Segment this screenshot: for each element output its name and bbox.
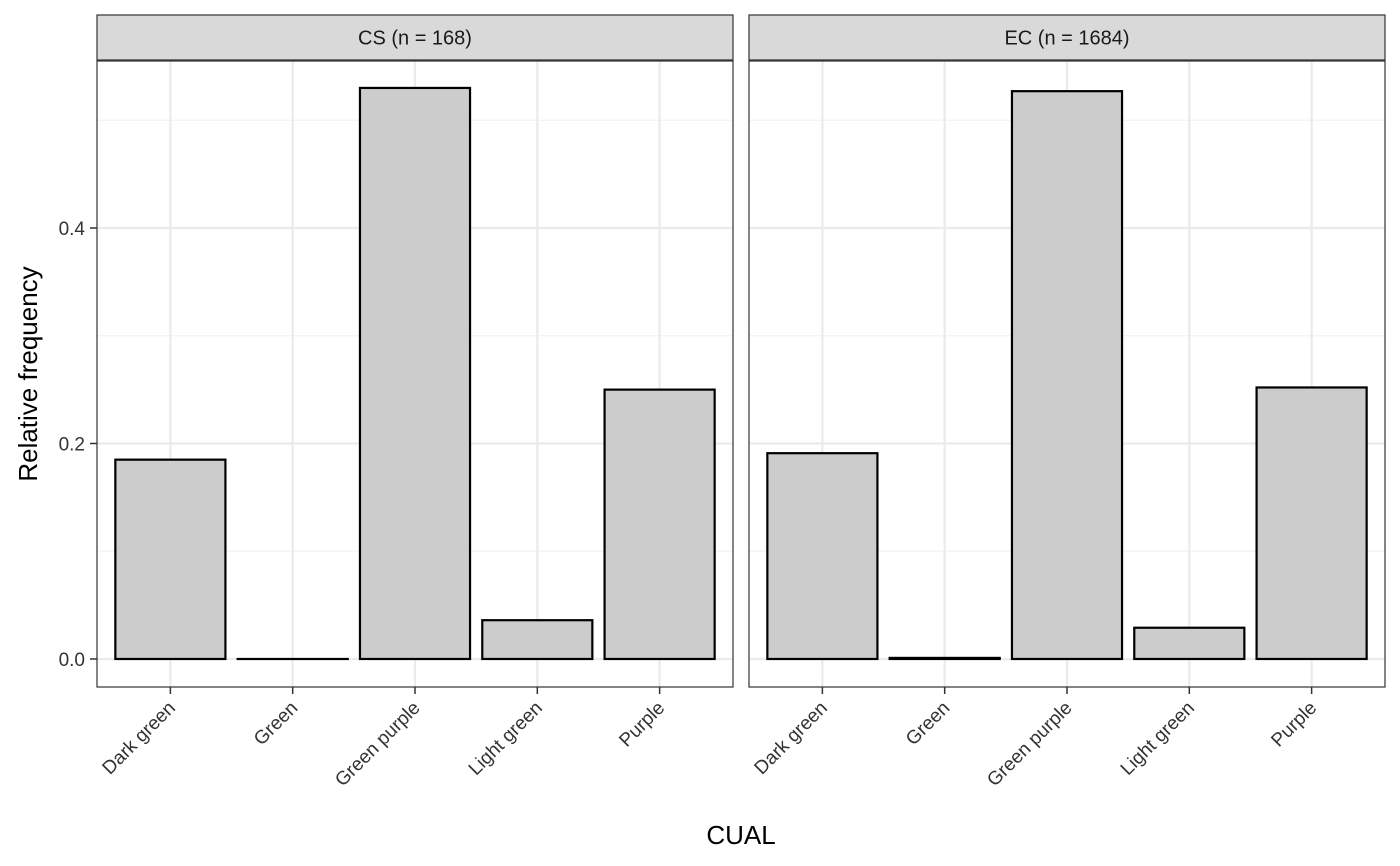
facet-strip-label: CS (n = 168) bbox=[358, 28, 472, 50]
x-axis-ticks: Dark green Green Green purple Light green Pu… bbox=[751, 687, 1321, 791]
x-axis-title: CUAL bbox=[706, 820, 775, 850]
panels: CS (n = 168) Dark green Green Green purple L… bbox=[96, 14, 1386, 791]
x-tick-label: Green purple bbox=[331, 698, 424, 791]
x-tick-label: Purple bbox=[1267, 698, 1321, 752]
x-tick-label: Dark green bbox=[751, 698, 832, 779]
bar-purple bbox=[1255, 386, 1368, 661]
x-tick-label: Light green bbox=[1117, 698, 1199, 780]
x-tick-label: Green purple bbox=[983, 698, 1076, 791]
x-tick-label: Green bbox=[250, 698, 302, 750]
bar-green bbox=[888, 656, 1001, 661]
x-axis-ticks: Dark green Green Green purple Light green Pu… bbox=[99, 687, 669, 791]
bar-purple bbox=[603, 388, 716, 661]
bar-dark-green bbox=[114, 458, 227, 661]
y-axis-title: Relative frequency bbox=[13, 266, 43, 481]
x-tick-label: Dark green bbox=[99, 698, 180, 779]
y-axis: 0.0 0.2 0.4 bbox=[59, 219, 97, 671]
facet-strip-label: EC (n = 1684) bbox=[1004, 28, 1129, 50]
bar-light-green bbox=[481, 619, 594, 661]
bars bbox=[766, 90, 1368, 661]
panel-1: CS (n = 168) Dark green Green Green purple L… bbox=[96, 14, 734, 791]
x-tick-label: Green bbox=[902, 698, 954, 750]
panel-2: EC (n = 1684) Dark green Green Green purple… bbox=[748, 14, 1386, 791]
y-tick-label: 0.4 bbox=[59, 219, 86, 240]
bar-green-purple bbox=[358, 86, 472, 661]
bars bbox=[114, 86, 716, 661]
facet-strip bbox=[748, 14, 1386, 61]
bar-dark-green bbox=[766, 452, 879, 661]
bar-light-green bbox=[1133, 626, 1246, 661]
x-tick-label: Light green bbox=[465, 698, 547, 780]
bar-green-purple bbox=[1010, 90, 1124, 661]
y-tick-label: 0.2 bbox=[59, 434, 85, 455]
facet-strip bbox=[96, 14, 734, 61]
y-tick-label: 0.0 bbox=[59, 650, 85, 671]
x-tick-label: Purple bbox=[615, 698, 669, 752]
